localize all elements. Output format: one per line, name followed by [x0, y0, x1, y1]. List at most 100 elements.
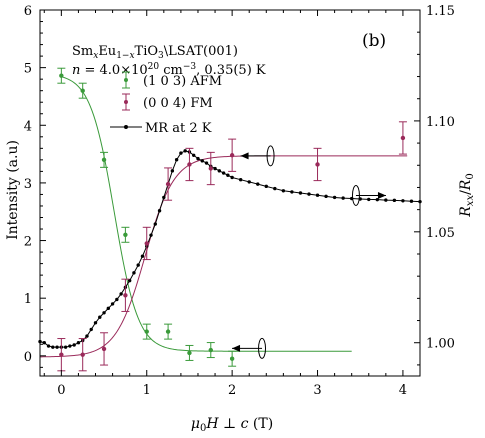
mr-point — [85, 334, 89, 338]
y-left-tick-label: 1 — [24, 292, 32, 307]
fit-curve-0 — [61, 76, 352, 352]
legend-label-mr: MR at 2 K — [145, 121, 212, 136]
legend-label-fm: (0 0 4) FM — [143, 96, 213, 111]
plot-frame — [39, 9, 421, 377]
mr-point — [409, 199, 414, 203]
x-tick-label: 3 — [313, 383, 321, 398]
data-point-afm — [100, 151, 109, 168]
y-left-tick-label: 6 — [24, 4, 32, 19]
mr-point — [132, 271, 136, 275]
mr-point — [290, 190, 294, 194]
mr-point — [256, 182, 260, 186]
data-point-afm — [206, 342, 215, 359]
mr-point — [315, 193, 320, 197]
data-point-fm — [398, 121, 407, 155]
mr-point — [384, 198, 388, 202]
data-point-fm — [142, 226, 151, 261]
marker — [144, 329, 149, 334]
mr-point — [106, 306, 111, 311]
mr-point — [110, 302, 115, 306]
mr-point — [174, 158, 179, 162]
mr-point — [183, 149, 187, 153]
mr-point — [264, 184, 268, 189]
legend-entry-fm: (0 0 4) FM — [122, 93, 213, 111]
axis-indicator-arrows — [232, 145, 386, 359]
mr-point — [68, 344, 72, 348]
marker — [208, 166, 213, 171]
mr-point — [93, 321, 98, 325]
marker — [101, 157, 107, 163]
data-point-fm — [121, 278, 130, 312]
y-right-tick-label: 1.10 — [426, 115, 455, 130]
panel-label: (b) — [362, 31, 386, 51]
mr-point — [324, 194, 328, 199]
mr-point — [298, 191, 303, 195]
mr-point — [98, 315, 102, 319]
indicator-arrowhead — [377, 191, 386, 199]
mr-line — [39, 150, 421, 348]
mr-point — [42, 341, 46, 345]
mr-point — [226, 173, 230, 177]
marker — [80, 352, 85, 357]
x-tick-label: 0 — [57, 383, 65, 398]
mr-point — [204, 161, 209, 165]
y-left-tick-label: 0 — [24, 350, 32, 365]
data-point-afm — [121, 226, 130, 243]
mr-point — [51, 345, 55, 349]
data-point-fm — [78, 338, 87, 372]
x-tick-label: 4 — [399, 383, 407, 398]
mr-point — [149, 233, 153, 237]
mr-point — [46, 344, 51, 348]
mr-point — [341, 196, 345, 200]
mr-point — [230, 175, 234, 180]
mr-point — [115, 297, 119, 302]
mr-point — [192, 153, 196, 157]
marker — [144, 241, 149, 246]
data-points — [57, 67, 407, 372]
y-right-tick-label: 1.00 — [426, 337, 455, 352]
fit-curves — [39, 76, 408, 358]
afm-left-axis-indicator — [232, 337, 267, 359]
mr-point — [72, 343, 76, 347]
mr-point — [392, 198, 397, 203]
mr-point — [401, 199, 405, 203]
marker — [59, 352, 64, 357]
data-point-fm — [313, 147, 322, 182]
mr-point — [153, 222, 157, 226]
marker — [187, 350, 192, 356]
mr-point — [119, 292, 123, 296]
marker — [101, 346, 107, 352]
x-axis-title: μ0H ⊥ c (T) — [191, 416, 273, 434]
mr-point — [170, 169, 175, 173]
marker — [400, 135, 406, 141]
data-point-fm — [100, 332, 109, 366]
marker — [165, 181, 171, 187]
y-axis-title-right: Rxx/R0 — [458, 173, 476, 217]
mr-point — [162, 195, 166, 200]
data-point-fm — [228, 138, 237, 172]
legend: (1 0 3) AFM (0 0 4) FM MR at 2 K — [110, 71, 222, 136]
data-point-afm — [228, 350, 237, 367]
marker — [229, 153, 235, 158]
data-point-fm — [164, 167, 173, 201]
marker — [315, 162, 320, 167]
y-left-tick-label: 3 — [24, 177, 32, 192]
mr-point — [238, 177, 243, 182]
marker — [229, 356, 235, 361]
y-right-tick-label: 1.15 — [426, 4, 455, 19]
legend-entry-afm: (1 0 3) AFM — [122, 71, 222, 89]
data-point-fm — [206, 151, 215, 186]
mr-point — [307, 192, 311, 196]
data-point-afm — [57, 67, 66, 84]
mr-point — [196, 156, 200, 161]
mr-point — [217, 169, 222, 173]
indicator-arrowhead — [232, 344, 241, 352]
data-point-afm — [164, 323, 173, 340]
marker — [187, 162, 192, 167]
y-right-tick-label: 1.05 — [426, 226, 455, 241]
mr-point — [200, 159, 204, 163]
mr-point — [332, 195, 337, 200]
data-point-afm — [185, 344, 194, 361]
y-left-tick-label: 2 — [24, 235, 32, 250]
